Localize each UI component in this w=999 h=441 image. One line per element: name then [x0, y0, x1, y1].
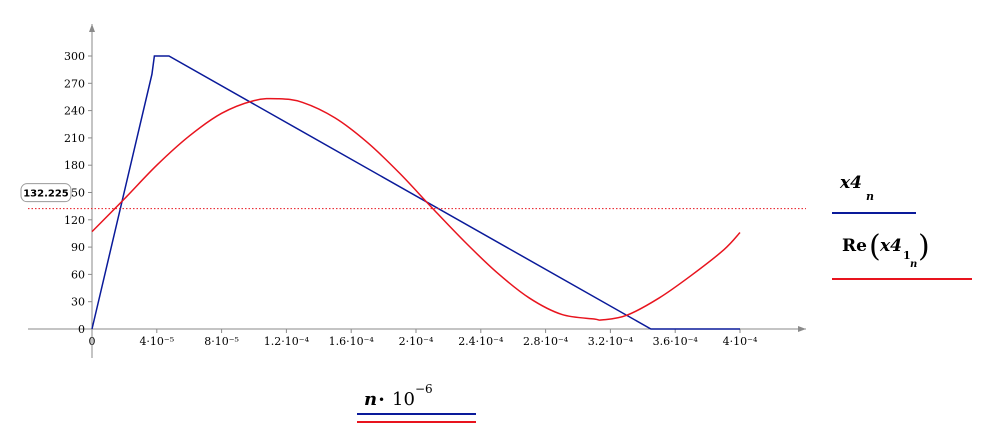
legend-paren-close: )	[918, 229, 930, 264]
x-tick-label: 4·10⁻⁵	[139, 335, 174, 348]
x-label-op: •	[378, 393, 385, 407]
y-axis-arrow	[89, 24, 95, 32]
y-tick-label: 240	[64, 105, 85, 118]
y-tick-label: 90	[71, 241, 85, 254]
y-tick-label: 270	[64, 77, 85, 90]
marker-value-label: 132.225	[23, 189, 69, 200]
series-line-1	[91, 55, 740, 330]
legend-sub-1: n	[866, 190, 874, 203]
y-tick-label: 30	[71, 296, 85, 309]
legend-label-1: x4	[839, 173, 862, 193]
x-label-mult: 10	[392, 389, 415, 410]
x-tick-label: 3.6·10⁻⁴	[653, 335, 699, 348]
x-tick-label: 8·10⁻⁵	[204, 335, 239, 348]
x-axis-arrow	[798, 326, 806, 332]
legend-sub1-2: 1	[903, 249, 911, 262]
y-tick-label: 180	[64, 159, 85, 172]
x-axis-label: n • 10 −6	[357, 382, 476, 423]
y-tick-label: 210	[64, 132, 85, 145]
x-tick-label: 1.2·10⁻⁴	[264, 335, 310, 348]
series-line-2	[91, 97, 741, 321]
y-tick-label: 0	[78, 323, 85, 336]
x-tick-label: 2·10⁻⁴	[399, 335, 434, 348]
x-tick-label: 0	[89, 335, 96, 348]
legend-inner-2: x4	[879, 236, 902, 256]
marker-value-box	[20, 183, 72, 203]
x-tick-label: 3.2·10⁻⁴	[588, 335, 634, 348]
x-label-exp: −6	[415, 382, 433, 396]
y-tick-label: 300	[64, 50, 85, 63]
x-label-base: n	[364, 389, 377, 410]
x-tick-label: 2.4·10⁻⁴	[458, 335, 504, 348]
x-tick-label: 1.6·10⁻⁴	[329, 335, 375, 348]
y-tick-label: 120	[64, 214, 85, 227]
legend-paren-open: (	[869, 229, 881, 264]
x-tick-label: 4·10⁻⁴	[723, 335, 758, 348]
legend-sub2-2: n	[910, 259, 917, 270]
legend-label-2: Re	[842, 236, 867, 256]
marker-line-group: 132.225	[20, 183, 806, 210]
x-tick-label: 2.8·10⁻⁴	[523, 335, 569, 348]
series-group	[91, 55, 741, 330]
y-tick-label: 60	[71, 268, 85, 281]
